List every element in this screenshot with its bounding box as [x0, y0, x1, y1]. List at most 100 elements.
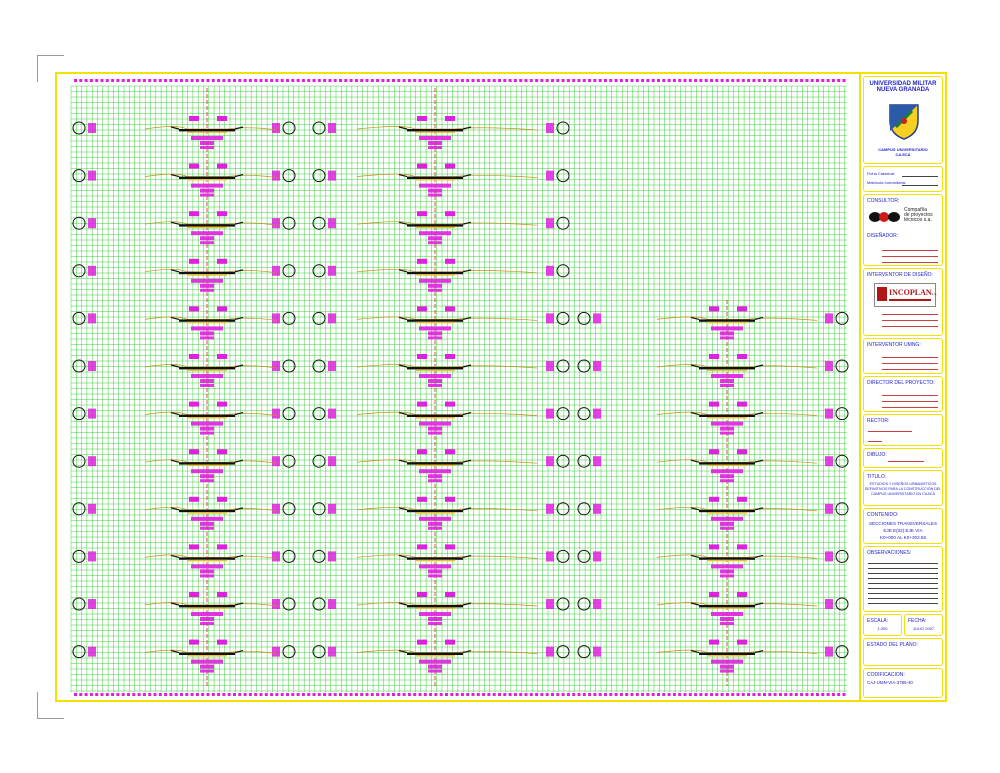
grid-tick: [180, 79, 183, 82]
station-marker: [72, 549, 86, 563]
road-base: [415, 226, 455, 229]
grid-tick: [805, 693, 809, 696]
road-slope: [170, 650, 180, 654]
road-section: [179, 462, 235, 465]
road-slope: [754, 412, 764, 416]
grid-tick: [137, 693, 141, 696]
road-base: [415, 655, 455, 657]
grid-tick: [132, 693, 136, 696]
grid-tick: [95, 693, 99, 696]
road-slope: [462, 364, 472, 368]
grid-tick: [206, 79, 210, 82]
road-slope: [690, 554, 700, 558]
section-annotation: [191, 421, 223, 426]
grid-tick: [386, 79, 390, 82]
grid-tick: [127, 693, 130, 696]
design-auditor-cell: INTERVENTOR DE DISEÑO: INCOPLANS.A.: [863, 268, 943, 336]
crop-mark-top-left: [37, 55, 64, 82]
grid-tick: [794, 79, 798, 82]
title-text-line-2: DEFINITIVOS PARA LA CONSTRUCCIÓN DEL: [864, 487, 942, 491]
road-section: [407, 271, 463, 275]
grid-tick: [243, 693, 247, 696]
grid-tick: [180, 693, 183, 696]
road-slope: [234, 507, 244, 511]
grid-tick: [312, 79, 316, 82]
station-marker: [312, 502, 326, 516]
station-label: [88, 170, 96, 181]
section-annotation: [428, 474, 442, 479]
grid-tick: [831, 693, 835, 696]
drawing-by-label: DIBUJO:: [867, 452, 887, 458]
section-annotation: [428, 283, 442, 288]
road-slope: [398, 650, 408, 654]
grid-tick: [498, 79, 501, 82]
grid-tick: [445, 79, 448, 82]
grid-tick: [89, 693, 93, 696]
road-slope: [754, 459, 764, 463]
road-section: [179, 605, 235, 608]
section-annotation: [428, 521, 442, 526]
station-label: [328, 170, 336, 181]
scale-label: ESCALA:: [867, 618, 889, 624]
grid-tick: [778, 79, 782, 82]
road-section: [407, 129, 463, 132]
grid-tick: [773, 79, 777, 82]
station-marker: [835, 597, 849, 611]
grid-tick: [625, 693, 629, 696]
station-label: [328, 456, 336, 467]
scale-value: 1:200: [877, 626, 888, 631]
section-annotation: [720, 521, 734, 526]
cadastral-cell: Ficha Catastral: Matrícula Inmobiliaria:: [863, 166, 943, 192]
section-annotation: [217, 354, 227, 359]
incoplan-logo: INCOPLANS.A.: [874, 283, 937, 307]
grid-tick: [105, 79, 109, 82]
road-slope: [234, 316, 244, 320]
grid-tick: [635, 79, 639, 82]
grid-tick: [190, 79, 194, 82]
grid-tick: [513, 693, 517, 696]
grid-tick: [392, 79, 395, 82]
road-slope: [398, 174, 408, 178]
road-slope: [462, 650, 472, 654]
terrain-line: [356, 554, 538, 559]
station-label: [88, 503, 96, 514]
section-annotation: [737, 496, 747, 502]
grid-tick: [95, 79, 99, 82]
code-label: CODIFICACION:: [867, 672, 905, 678]
section-annotation: [419, 612, 451, 616]
grid-tick: [381, 693, 385, 696]
section-annotation: [419, 659, 451, 664]
road-slope: [462, 412, 472, 416]
road-section: [699, 557, 755, 560]
road-section: [699, 414, 755, 417]
status-label: ESTADO DEL PLANO:: [867, 642, 918, 648]
grid-tick: [429, 79, 433, 82]
road-slope: [234, 459, 244, 463]
road-base: [187, 226, 227, 229]
section-annotation: [737, 354, 747, 359]
grid-tick: [142, 693, 146, 696]
station-marker: [312, 121, 326, 135]
date-value: JULIO 2007: [912, 626, 935, 631]
section-annotation: [189, 592, 199, 597]
station-marker: [556, 502, 570, 516]
cross-sections-drawing[interactable]: [57, 74, 861, 700]
grid-tick: [609, 693, 613, 696]
station-marker: [577, 454, 591, 468]
observation-line: [868, 603, 938, 604]
grid-tick: [805, 79, 809, 82]
road-slope: [170, 126, 180, 130]
road-section: [179, 224, 235, 227]
station-label: [546, 408, 554, 419]
grid-tick: [593, 79, 597, 82]
grid-tick: [508, 693, 512, 696]
section-annotation: [191, 231, 223, 236]
grid-tick: [460, 693, 464, 696]
road-slope: [690, 650, 700, 654]
grid-tick: [503, 79, 507, 82]
road-section: [407, 462, 463, 465]
road-slope: [170, 507, 180, 511]
grid-tick: [222, 693, 226, 696]
section-annotation: [445, 639, 455, 645]
grid-tick: [752, 79, 756, 82]
